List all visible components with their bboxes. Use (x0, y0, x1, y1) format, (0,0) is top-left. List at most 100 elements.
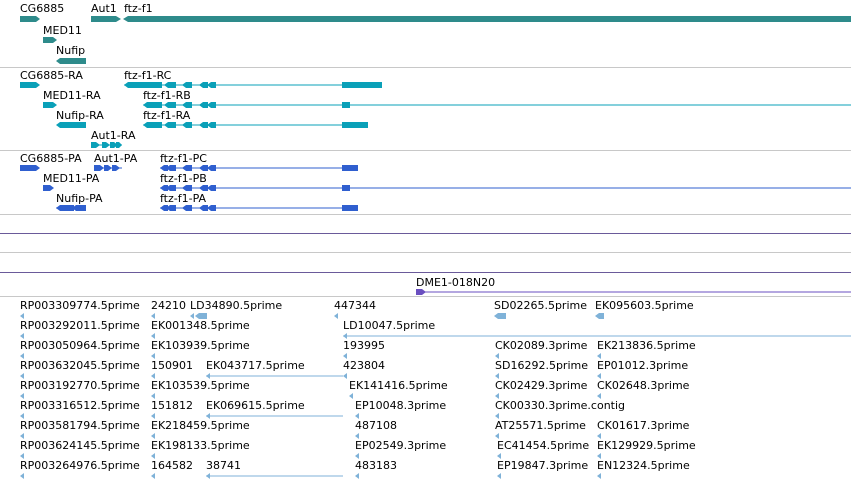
est-label[interactable]: EK069615.5prime (206, 399, 305, 412)
gene-label-aut1[interactable]: Aut1 (91, 2, 117, 15)
est-feature[interactable] (20, 453, 24, 459)
est-feature[interactable] (597, 473, 601, 479)
est-feature[interactable] (151, 313, 155, 319)
est-label[interactable]: EK001348.5prime (151, 319, 250, 332)
est-feature[interactable] (597, 433, 601, 439)
est-feature[interactable] (494, 313, 506, 319)
est-feature[interactable] (20, 353, 24, 359)
protein-label-aut1-pa[interactable]: Aut1-PA (94, 152, 138, 165)
est-label[interactable]: 483183 (355, 459, 397, 472)
est-label[interactable]: CK02089.3prime (495, 339, 588, 352)
gene-feature-nufip[interactable] (56, 58, 86, 64)
est-label[interactable]: 423804 (343, 359, 385, 372)
protein-feature-ftz-f1-pb[interactable] (160, 185, 851, 191)
est-feature[interactable] (495, 413, 499, 419)
est-label[interactable]: RP003292011.5prime (20, 319, 140, 332)
est-label[interactable]: RP003316512.5prime (20, 399, 140, 412)
est-feature[interactable] (349, 393, 353, 399)
est-label[interactable]: EK198133.5prime (151, 439, 250, 452)
est-label[interactable]: EK218459.5prime (151, 419, 250, 432)
est-label[interactable]: EK129929.5prime (597, 439, 696, 452)
gene-label-ftz-f1[interactable]: ftz-f1 (124, 2, 153, 15)
est-label[interactable]: SD02265.5prime (494, 299, 587, 312)
est-feature[interactable] (495, 373, 499, 379)
est-feature[interactable] (20, 393, 24, 399)
est-label[interactable]: RP003264976.5prime (20, 459, 140, 472)
protein-feature-med11-pa[interactable] (43, 185, 54, 191)
gene-feature-cg6885[interactable] (20, 16, 40, 22)
protein-label-ftz-f1-pb[interactable]: ftz-f1-PB (160, 172, 207, 185)
est-label[interactable]: 151812 (151, 399, 193, 412)
transcript-feature-ftz-f1-rb[interactable] (143, 102, 851, 108)
transcript-feature-aut1-ra[interactable] (91, 142, 122, 148)
est-feature[interactable] (595, 313, 604, 319)
transcript-label-aut1-ra[interactable]: Aut1-RA (91, 129, 136, 142)
est-feature[interactable] (151, 393, 155, 399)
protein-label-cg6885-pa[interactable]: CG6885-PA (20, 152, 82, 165)
est-feature[interactable] (355, 473, 359, 479)
est-feature[interactable] (151, 333, 155, 339)
est-feature[interactable] (20, 413, 24, 419)
est-label[interactable]: LD34890.5prime (190, 299, 283, 312)
est-label[interactable]: EK141416.5prime (349, 379, 448, 392)
est-label[interactable]: EP01012.3prime (597, 359, 689, 372)
est-label[interactable]: RP003581794.5prime (20, 419, 140, 432)
est-label[interactable]: 193995 (343, 339, 385, 352)
est-label[interactable]: EN12324.5prime (597, 459, 690, 472)
est-feature[interactable] (495, 433, 499, 439)
est-feature[interactable] (497, 473, 501, 479)
est-feature[interactable] (151, 373, 155, 379)
est-feature[interactable] (334, 313, 338, 319)
est-label[interactable]: 164582 (151, 459, 193, 472)
est-label[interactable]: EK213836.5prime (597, 339, 696, 352)
est-feature[interactable] (355, 413, 359, 419)
gene-feature-aut1[interactable] (91, 16, 121, 22)
est-label[interactable]: CK00330.3prime.contig (495, 399, 626, 412)
est-feature[interactable] (151, 413, 155, 419)
est-feature[interactable] (20, 313, 24, 319)
protein-label-med11-pa[interactable]: MED11-PA (43, 172, 100, 185)
est-label[interactable]: RP003624145.5prime (20, 439, 140, 452)
est-feature[interactable] (151, 353, 155, 359)
est-label[interactable]: SD16292.5prime (495, 359, 588, 372)
protein-feature-ftz-f1-pc[interactable] (160, 165, 358, 171)
est-feature[interactable] (151, 453, 155, 459)
transcript-label-ftz-f1-ra[interactable]: ftz-f1-RA (143, 109, 191, 122)
est-label[interactable]: CK02648.3prime (597, 379, 690, 392)
transcript-feature-ftz-f1-rc[interactable] (124, 82, 382, 88)
transcript-label-ftz-f1-rb[interactable]: ftz-f1-RB (143, 89, 191, 102)
est-feature[interactable] (20, 473, 24, 479)
gene-label-cg6885[interactable]: CG6885 (20, 2, 65, 15)
gene-feature-med11[interactable] (43, 37, 57, 43)
est-label[interactable]: LD10047.5prime (343, 319, 436, 332)
est-label[interactable]: EC41454.5prime (497, 439, 590, 452)
transcript-label-nufip-ra[interactable]: Nufip-RA (56, 109, 104, 122)
clone-label-dme1-018n20[interactable]: DME1-018N20 (416, 276, 496, 289)
protein-feature-ftz-f1-pa[interactable] (160, 205, 358, 211)
est-label[interactable]: CK01617.3prime (597, 419, 690, 432)
transcript-feature-med11-ra[interactable] (43, 102, 57, 108)
gene-label-nufip[interactable]: Nufip (56, 44, 86, 57)
est-feature[interactable] (195, 313, 207, 319)
est-feature[interactable] (343, 353, 347, 359)
est-feature[interactable] (495, 353, 499, 359)
est-label[interactable]: EK043717.5prime (206, 359, 305, 372)
est-label[interactable]: AT25571.5prime (495, 419, 586, 432)
protein-feature-cg6885-pa[interactable] (20, 165, 40, 171)
est-label[interactable]: RP003192770.5prime (20, 379, 140, 392)
est-feature[interactable] (20, 333, 24, 339)
est-label[interactable]: RP003632045.5prime (20, 359, 140, 372)
est-feature[interactable] (20, 373, 24, 379)
est-label[interactable]: RP003050964.5prime (20, 339, 140, 352)
protein-label-ftz-f1-pa[interactable]: ftz-f1-PA (160, 192, 207, 205)
est-label[interactable]: EP19847.3prime (497, 459, 589, 472)
est-feature[interactable] (495, 393, 499, 399)
protein-label-nufip-pa[interactable]: Nufip-PA (56, 192, 103, 205)
transcript-label-med11-ra[interactable]: MED11-RA (43, 89, 101, 102)
est-feature[interactable] (190, 313, 194, 319)
est-label[interactable]: EP02549.3prime (355, 439, 447, 452)
est-feature[interactable] (597, 353, 601, 359)
est-feature[interactable] (597, 453, 601, 459)
est-feature[interactable] (355, 453, 359, 459)
est-feature[interactable] (151, 433, 155, 439)
